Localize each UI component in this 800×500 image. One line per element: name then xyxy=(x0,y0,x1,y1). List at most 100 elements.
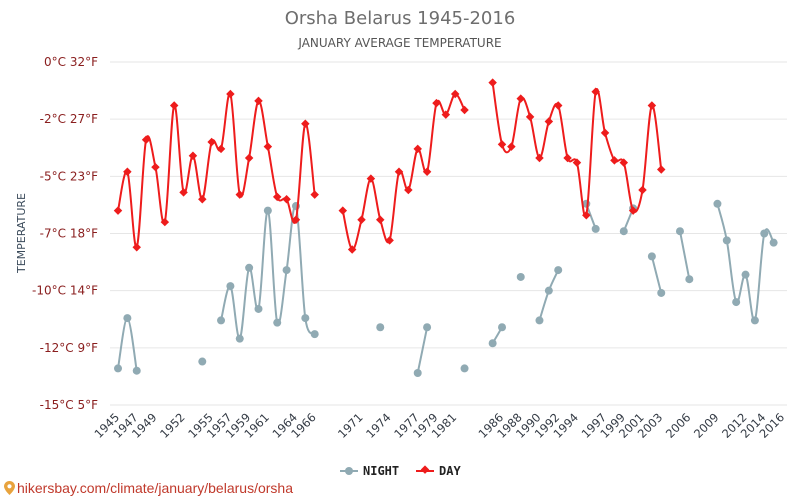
day-point[interactable] xyxy=(179,188,188,197)
night-point[interactable] xyxy=(282,266,291,275)
night-point[interactable] xyxy=(732,298,741,307)
day-point[interactable] xyxy=(422,167,432,177)
day-point[interactable] xyxy=(516,94,525,103)
day-point[interactable] xyxy=(310,190,319,199)
day-point[interactable] xyxy=(254,96,263,106)
y-tick-label: 0°C 32°F xyxy=(44,55,98,69)
day-point[interactable] xyxy=(347,245,357,254)
night-point[interactable] xyxy=(769,238,778,247)
night-point[interactable] xyxy=(235,334,244,343)
series-day xyxy=(113,78,666,254)
day-point[interactable] xyxy=(291,215,301,225)
night-point[interactable] xyxy=(226,282,235,291)
day-point[interactable] xyxy=(638,185,647,195)
night-point[interactable] xyxy=(273,318,282,327)
night-point[interactable] xyxy=(301,314,310,323)
night-point[interactable] xyxy=(114,364,122,373)
night-point[interactable] xyxy=(657,288,666,297)
y-tick-label: -15°C 5°F xyxy=(40,398,98,412)
day-point[interactable] xyxy=(235,190,245,199)
night-point[interactable] xyxy=(722,236,731,245)
legend: NIGHT DAY xyxy=(340,464,461,478)
day-point[interactable] xyxy=(507,142,516,151)
night-point[interactable] xyxy=(123,314,132,323)
night-point[interactable] xyxy=(488,339,497,348)
day-point[interactable] xyxy=(207,137,216,147)
day-point[interactable] xyxy=(338,206,348,215)
night-point[interactable] xyxy=(516,272,525,281)
night-point[interactable] xyxy=(498,323,507,332)
night-point[interactable] xyxy=(245,263,254,272)
day-point[interactable] xyxy=(366,174,376,183)
night-point[interactable] xyxy=(760,229,769,238)
day-point[interactable] xyxy=(263,142,273,151)
night-point[interactable] xyxy=(713,199,722,208)
day-point[interactable] xyxy=(226,89,235,99)
day-point[interactable] xyxy=(441,110,451,119)
day-point[interactable] xyxy=(301,119,310,128)
y-tick-label: -2°C 27°F xyxy=(40,112,98,126)
day-point[interactable] xyxy=(244,153,254,163)
night-line xyxy=(117,317,138,371)
day-point[interactable] xyxy=(544,117,554,126)
night-point[interactable] xyxy=(750,316,759,325)
day-point[interactable] xyxy=(610,156,619,165)
night-point[interactable] xyxy=(310,330,319,339)
day-point[interactable] xyxy=(394,167,404,177)
night-point[interactable] xyxy=(198,357,207,366)
legend-item-day[interactable]: DAY xyxy=(416,464,461,478)
day-point[interactable] xyxy=(385,236,394,245)
day-point[interactable] xyxy=(376,215,385,225)
day-point[interactable] xyxy=(553,101,563,110)
day-point[interactable] xyxy=(450,89,460,99)
night-point[interactable] xyxy=(132,366,141,375)
night-point[interactable] xyxy=(675,227,684,236)
day-point[interactable] xyxy=(272,192,282,202)
night-point[interactable] xyxy=(460,364,469,373)
day-point[interactable] xyxy=(525,112,535,122)
day-point[interactable] xyxy=(282,194,291,204)
legend-item-night[interactable]: NIGHT xyxy=(340,464,399,478)
day-point[interactable] xyxy=(113,206,123,215)
day-point[interactable] xyxy=(460,105,469,115)
night-point[interactable] xyxy=(263,206,272,215)
night-point[interactable] xyxy=(217,316,226,325)
day-point[interactable] xyxy=(169,101,179,110)
night-point[interactable] xyxy=(423,323,432,332)
chart-subtitle: JANUARY AVERAGE TEMPERATURE xyxy=(297,36,501,50)
x-tick-label: 1974 xyxy=(363,410,394,441)
series-layer xyxy=(113,78,778,377)
day-point[interactable] xyxy=(123,167,132,177)
day-point[interactable] xyxy=(141,135,151,144)
day-point[interactable] xyxy=(647,101,657,110)
night-line xyxy=(716,203,775,322)
day-point[interactable] xyxy=(198,194,207,204)
night-point[interactable] xyxy=(544,286,553,295)
day-point[interactable] xyxy=(488,78,497,87)
day-point[interactable] xyxy=(357,215,366,225)
day-point[interactable] xyxy=(497,140,507,149)
day-point[interactable] xyxy=(404,185,413,195)
day-point[interactable] xyxy=(188,151,198,160)
night-point[interactable] xyxy=(254,304,263,313)
day-point[interactable] xyxy=(413,144,422,154)
day-point[interactable] xyxy=(432,98,441,108)
day-point[interactable] xyxy=(160,217,170,227)
night-point[interactable] xyxy=(619,227,628,236)
night-point[interactable] xyxy=(647,252,656,261)
night-point[interactable] xyxy=(741,270,750,279)
night-point[interactable] xyxy=(535,316,544,325)
night-line xyxy=(416,327,429,374)
night-point[interactable] xyxy=(413,368,422,377)
day-point[interactable] xyxy=(216,144,226,154)
day-point[interactable] xyxy=(151,162,160,172)
day-point[interactable] xyxy=(600,128,610,138)
night-point[interactable] xyxy=(554,266,563,275)
night-point[interactable] xyxy=(376,323,385,332)
source-footer[interactable]: hikersbay.com/climate/january/belarus/or… xyxy=(4,480,293,496)
night-point[interactable] xyxy=(685,275,694,284)
night-point[interactable] xyxy=(591,224,600,233)
day-point[interactable] xyxy=(132,242,141,252)
day-point[interactable] xyxy=(656,165,666,174)
